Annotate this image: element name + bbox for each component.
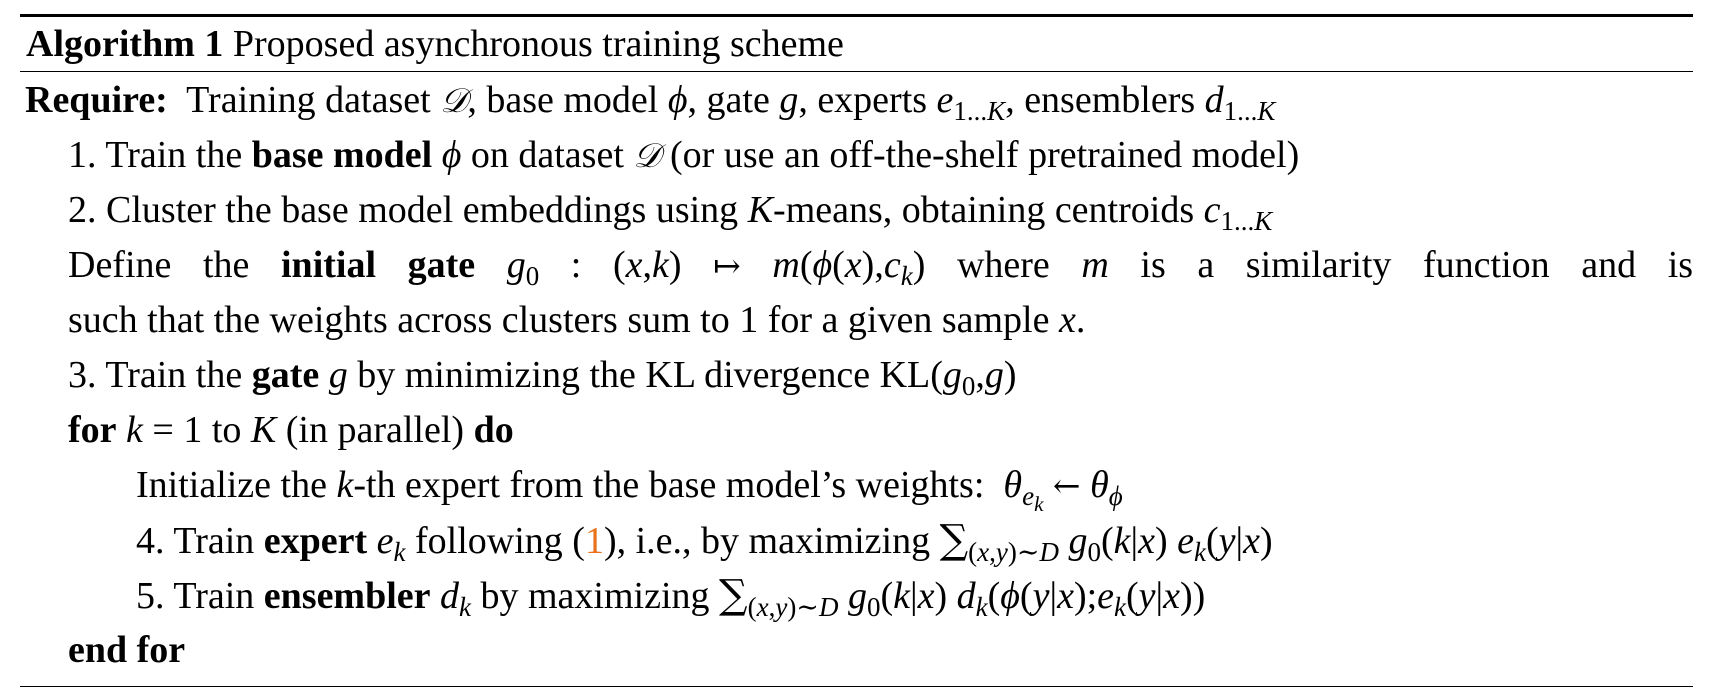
step-5-dk: dk xyxy=(440,575,471,622)
step-2: 2. Cluster the base model embeddings usi… xyxy=(20,183,1693,238)
require-label: Require: xyxy=(25,79,168,121)
endfor-keyword: end for xyxy=(68,629,186,671)
step-5-post: by maximizing xyxy=(480,575,710,617)
step-4-ek: ek xyxy=(376,520,406,567)
step-1-prefix: 1. Train the xyxy=(68,134,243,176)
bottom-rule xyxy=(20,686,1693,687)
step-4-keyword: expert xyxy=(263,520,368,562)
step-4: 4. Train expert ek following (1), i.e., … xyxy=(20,513,1693,568)
step-1: 1. Train the base model ϕ on dataset 𝒟 (… xyxy=(20,128,1693,183)
step-3-rest: by minimizing the KL divergence KL(g0,g) xyxy=(357,354,1017,401)
step-3-prefix: 3. Train the xyxy=(68,354,243,396)
algorithm-body: Require: Training dataset 𝒟, base model … xyxy=(20,72,1693,678)
caption-rule xyxy=(20,71,1693,72)
step-2-text: 2. Cluster the base model embeddings usi… xyxy=(68,189,1273,236)
step-3-keyword: gate xyxy=(251,354,320,396)
step-5-keyword: ensembler xyxy=(263,575,431,617)
step-1-rest: on dataset 𝒟 (or use an off-the-shelf pr… xyxy=(470,134,1300,176)
for-line: for k = 1 to K (in parallel) do xyxy=(20,403,1693,458)
step-4-following: following ( xyxy=(415,520,585,562)
algorithm-title: Proposed asynchronous training scheme xyxy=(232,23,844,65)
algorithm-label: Algorithm 1 xyxy=(26,23,224,65)
step-3: 3. Train the gate g by minimizing the KL… xyxy=(20,348,1693,403)
top-rule xyxy=(20,14,1693,17)
require-line: Require: Training dataset 𝒟, base model … xyxy=(20,73,1693,128)
step-3-g: g xyxy=(328,354,348,396)
define-line-2-text: such that the weights across clusters su… xyxy=(68,299,1086,341)
step-1-keyword: base model xyxy=(251,134,433,176)
step-4-prefix: 4. Train xyxy=(136,520,255,562)
step-5-prefix: 5. Train xyxy=(136,575,255,617)
define-prefix: Define the xyxy=(68,244,250,286)
for-condition: k = 1 to K (in parallel) xyxy=(126,409,465,451)
init-text: Initialize the k-th expert from the base… xyxy=(136,464,985,506)
step-1-phi: ϕ xyxy=(441,134,462,176)
step-4-post: ), i.e., by maximizing xyxy=(603,520,931,562)
endfor-line: end for xyxy=(20,623,1693,678)
for-keyword: for xyxy=(68,409,117,451)
do-keyword: do xyxy=(473,409,514,451)
algorithm-caption: Algorithm 1 Proposed asynchronous traini… xyxy=(20,17,1693,71)
step-5: 5. Train ensembler dk by maximizing ∑(x,… xyxy=(20,568,1693,623)
define-suffix: where m is a similarity function and is xyxy=(956,244,1694,286)
define-gate-line-2: such that the weights across clusters su… xyxy=(20,293,1693,348)
init-formula: θek ← θϕ xyxy=(1003,464,1123,516)
define-gate-line-1: Define the initial gate g0 : (x,k) ↦ m(ϕ… xyxy=(20,238,1693,293)
define-formula: g0 : (x,k) ↦ m(ϕ(x),ck) xyxy=(506,244,926,291)
step-4-formula: ∑(x,y)∼D g0(k|x) ek(y|x) xyxy=(939,517,1273,567)
algorithm-block: Algorithm 1 Proposed asynchronous traini… xyxy=(20,14,1693,687)
require-text: Training dataset 𝒟, base model ϕ, gate g… xyxy=(186,79,1276,126)
define-keyword: initial gate xyxy=(281,244,476,286)
equation-reference-link[interactable]: 1 xyxy=(584,520,604,562)
step-5-formula: ∑(x,y)∼D g0(k|x) dk(ϕ(y|x);ek(y|x)) xyxy=(719,572,1206,622)
init-line: Initialize the k-th expert from the base… xyxy=(20,458,1693,516)
